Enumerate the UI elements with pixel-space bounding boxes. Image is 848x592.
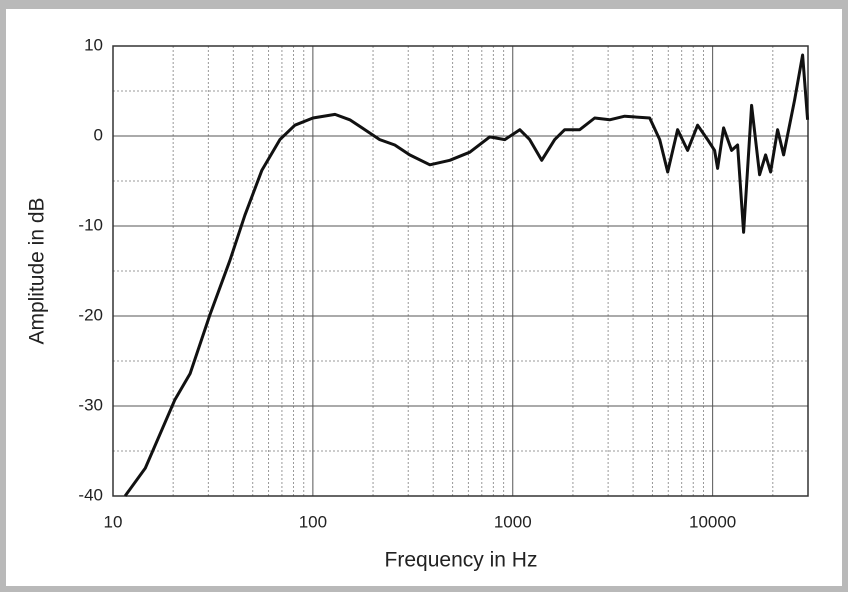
y-tick-label: -40 <box>78 485 103 504</box>
y-tick-label: 10 <box>84 35 103 54</box>
response-line <box>123 53 810 497</box>
x-tick-label: 10 <box>104 512 123 531</box>
x-tick-label: 100 <box>299 512 327 531</box>
y-tick-label: -30 <box>78 395 103 414</box>
plot-frame <box>112 45 809 497</box>
y-tick-label: -10 <box>78 215 103 234</box>
panel <box>6 9 842 586</box>
y-tick-label: -20 <box>78 305 103 324</box>
y-tick-label: 0 <box>94 125 103 144</box>
x-tick-label: 1000 <box>494 512 532 531</box>
x-tick-label: 10000 <box>689 512 736 531</box>
y-axis-title: Amplitude in dB <box>26 197 49 344</box>
x-axis-title: Frequency in Hz <box>385 549 538 572</box>
